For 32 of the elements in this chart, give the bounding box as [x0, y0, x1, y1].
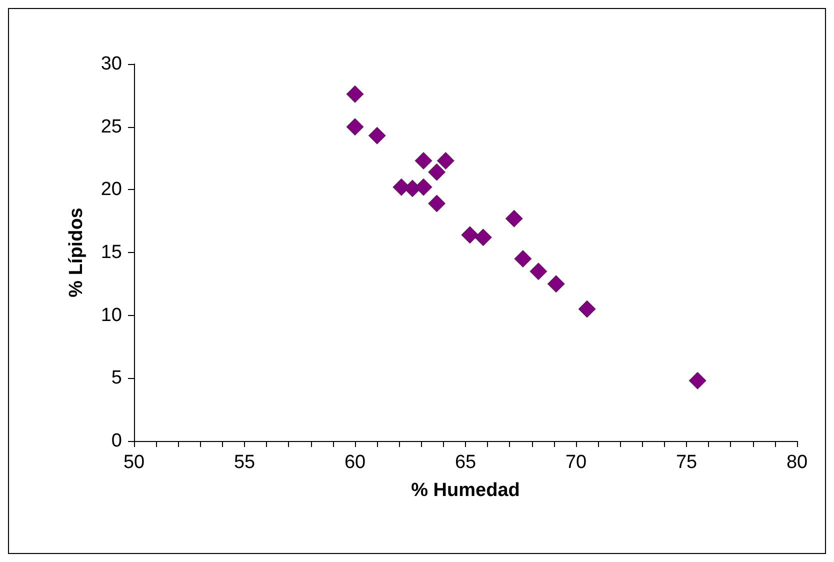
y-tick-label: 30: [100, 54, 122, 74]
point: [436, 152, 454, 170]
y-tick-label: 20: [100, 179, 122, 200]
point: [547, 275, 565, 293]
point: [428, 194, 446, 212]
x-axis-title: % Humedad: [411, 480, 520, 501]
point: [474, 228, 492, 246]
point: [428, 163, 446, 181]
point: [346, 118, 364, 136]
point: [578, 300, 596, 318]
point: [688, 372, 706, 390]
x-tick-label: 60: [344, 452, 366, 473]
x-tick-label: 75: [676, 452, 698, 473]
x-tick-label: 50: [123, 452, 145, 473]
y-tick-label: 10: [100, 304, 122, 326]
x-tick-label: 70: [565, 452, 587, 473]
point: [346, 85, 364, 103]
y-tick-label: 15: [100, 242, 122, 263]
point: [505, 210, 523, 228]
x-tick-label: 55: [234, 452, 256, 473]
point: [514, 250, 532, 268]
x-tick-label: 65: [454, 452, 476, 473]
y-axis-title: % Lípidos: [66, 208, 87, 298]
point: [414, 178, 432, 196]
x-tick-label: 80: [786, 452, 808, 473]
point: [461, 226, 479, 244]
point: [368, 126, 386, 144]
y-tick-label: 0: [111, 430, 122, 452]
point: [530, 262, 548, 280]
y-tick-label: 5: [111, 368, 122, 389]
y-tick-label: 25: [100, 116, 122, 138]
point: [414, 152, 432, 170]
